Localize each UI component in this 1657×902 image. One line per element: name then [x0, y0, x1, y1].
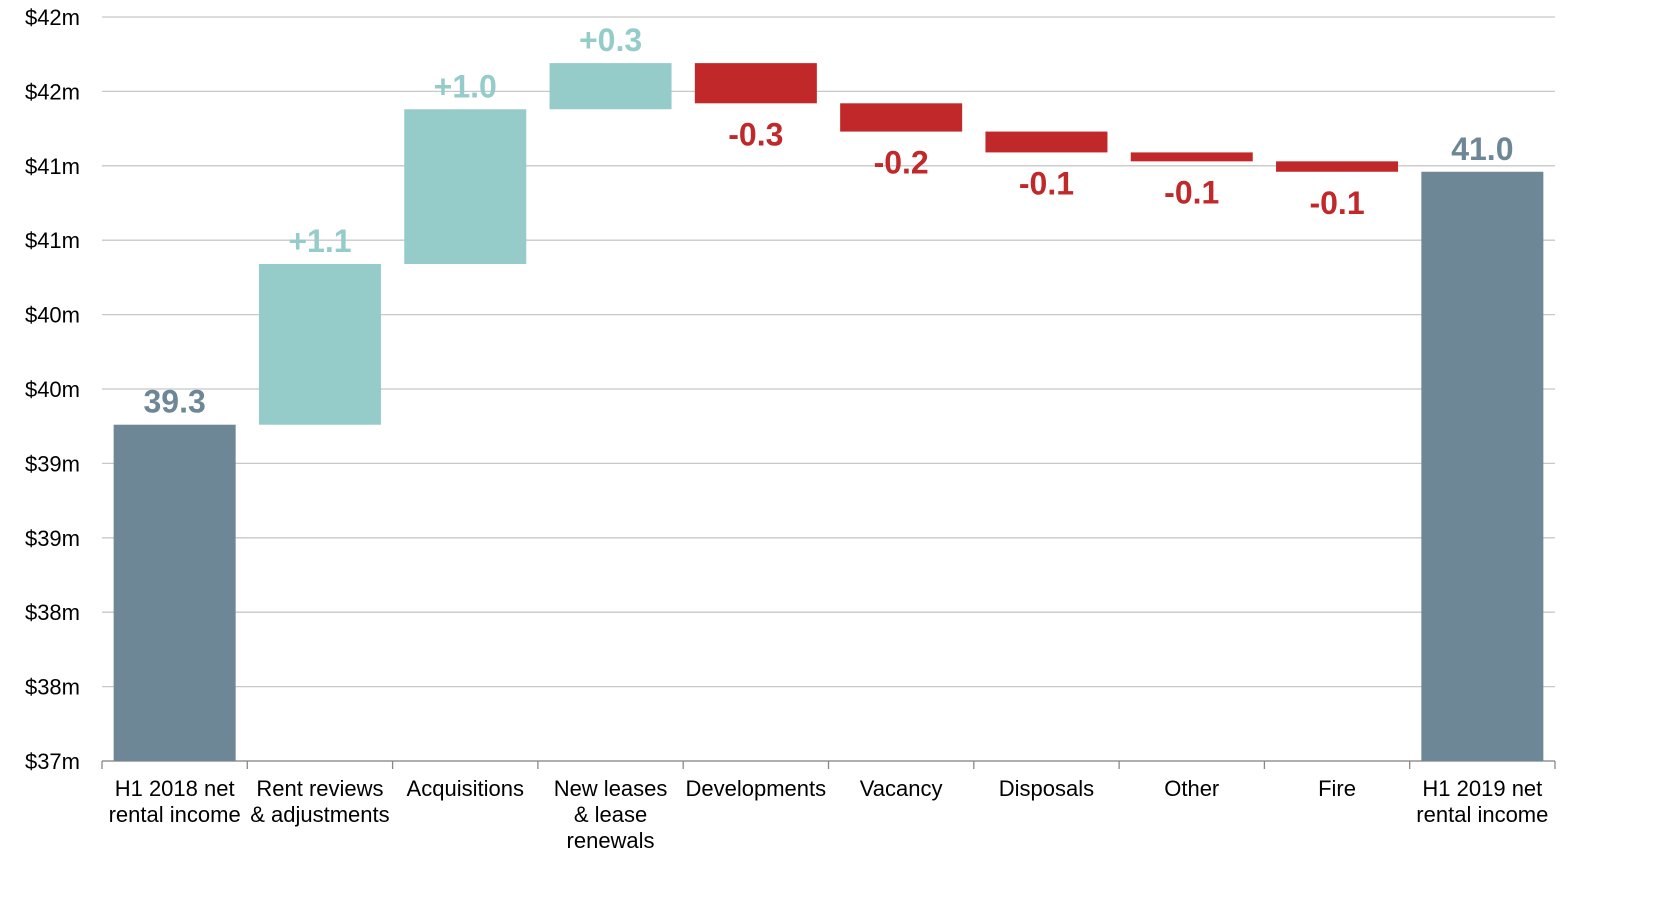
value-label: -0.1: [1164, 174, 1219, 210]
value-label: -0.2: [874, 145, 929, 181]
value-label: -0.1: [1309, 185, 1364, 221]
x-tick-label: Other: [1164, 776, 1219, 801]
x-tick-label: Disposals: [999, 776, 1094, 801]
value-label: 41.0: [1451, 131, 1513, 167]
x-tick-label: Acquisitions: [407, 776, 524, 801]
y-tick-label: $37m: [25, 749, 80, 774]
x-tick-label: Fire: [1318, 776, 1356, 801]
y-tick-label: $41m: [25, 228, 80, 253]
bar: [1276, 161, 1399, 172]
bar: [258, 264, 381, 425]
bar: [549, 63, 672, 110]
x-tick-label: H1 2018 net rental income: [109, 776, 241, 827]
y-tick-label: $39m: [25, 451, 80, 476]
bar: [1130, 152, 1253, 162]
y-tick-label: $38m: [25, 600, 80, 625]
value-label: -0.3: [728, 116, 783, 152]
value-label: 39.3: [144, 384, 206, 420]
x-tick-label: Vacancy: [860, 776, 943, 801]
x-tick-label: H1 2019 net rental income: [1416, 776, 1548, 827]
value-label: +1.1: [288, 223, 351, 259]
y-tick-label: $42m: [25, 79, 80, 104]
bar: [1421, 171, 1544, 761]
bar: [840, 103, 963, 132]
x-tick-label: Developments: [686, 776, 827, 801]
bar: [985, 131, 1108, 153]
y-tick-label: $39m: [25, 526, 80, 551]
y-tick-label: $40m: [25, 303, 80, 328]
value-label: +0.3: [579, 22, 642, 58]
value-label: -0.1: [1019, 165, 1074, 201]
y-tick-label: $41m: [25, 154, 80, 179]
value-label: +1.0: [434, 68, 497, 104]
y-tick-label: $42m: [25, 5, 80, 30]
y-tick-label: $40m: [25, 377, 80, 402]
bar: [404, 109, 527, 265]
y-tick-label: $38m: [25, 675, 80, 700]
bar: [694, 63, 817, 104]
bar: [113, 424, 236, 761]
x-tick-label: New leases & lease renewals: [554, 776, 668, 853]
x-tick-label: Rent reviews & adjustments: [250, 776, 389, 827]
